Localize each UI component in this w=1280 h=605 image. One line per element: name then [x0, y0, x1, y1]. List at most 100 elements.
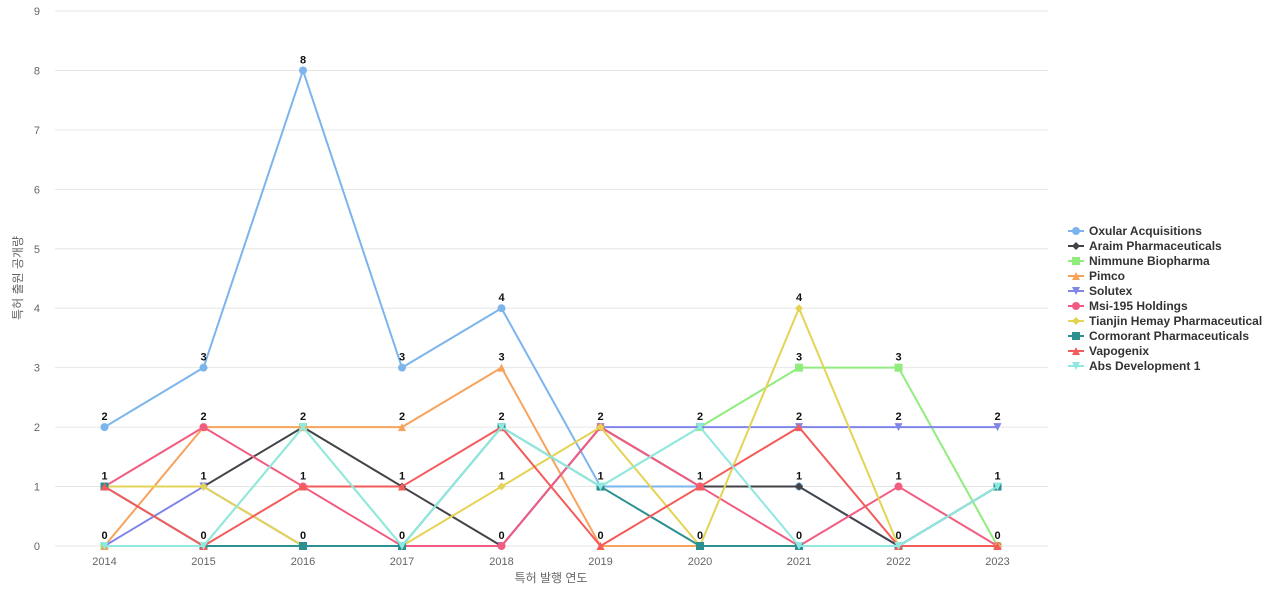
legend-item: Solutex	[1068, 284, 1133, 298]
legend-symbol	[1072, 257, 1080, 265]
data-point	[100, 423, 109, 432]
x-tick-label: 2023	[985, 556, 1009, 568]
series-8	[100, 423, 1002, 550]
data-point	[993, 423, 1002, 432]
data-label: 2	[597, 411, 603, 423]
data-label: 3	[200, 352, 206, 364]
data-point	[199, 363, 208, 372]
data-point	[696, 542, 704, 550]
data-point	[398, 482, 406, 491]
y-tick-label: 4	[34, 303, 40, 315]
x-tick-label: 2021	[787, 556, 811, 568]
y-tick-label: 1	[34, 482, 40, 494]
series-line	[103, 426, 998, 547]
data-point	[894, 363, 903, 372]
axis-layer: 특허 발행 연도 특허 출원 공개량	[11, 236, 587, 585]
data-point	[100, 542, 109, 550]
series-9	[100, 423, 1002, 550]
legend-label: Araim Pharmaceuticals	[1089, 239, 1222, 253]
legend-symbol	[1072, 227, 1080, 235]
legend-symbol	[1072, 287, 1080, 295]
data-point	[497, 482, 506, 491]
data-label: 2	[697, 411, 703, 423]
legend-item: Pimco	[1068, 269, 1125, 283]
y-tick-label: 5	[34, 244, 40, 256]
data-point	[795, 542, 803, 550]
data-label: 0	[498, 530, 504, 542]
data-label: 1	[101, 471, 107, 483]
data-label: 0	[994, 530, 1000, 542]
data-label: 1	[697, 471, 703, 483]
x-tick-label: 2018	[489, 556, 513, 568]
data-label: 3	[399, 352, 405, 364]
data-point	[596, 542, 605, 550]
data-point	[398, 423, 406, 432]
legend-item: Msi-195 Holdings	[1068, 299, 1188, 313]
data-label: 2	[796, 411, 802, 423]
data-point	[100, 482, 109, 491]
data-label: 1	[994, 471, 1000, 483]
data-point	[696, 482, 704, 491]
data-point	[497, 423, 506, 432]
y-tick-label: 2	[34, 422, 40, 434]
data-point	[696, 423, 704, 432]
data-label: 8	[300, 54, 306, 66]
series-layer	[100, 66, 1002, 550]
legend-item: Vapogenix	[1068, 344, 1149, 358]
data-point	[795, 304, 803, 313]
data-label: 0	[796, 530, 802, 542]
data-label: 3	[796, 352, 802, 364]
data-point	[398, 542, 406, 550]
data-point	[993, 542, 1002, 550]
data-point	[199, 423, 208, 432]
y-tick-label: 0	[34, 541, 40, 553]
data-label: 1	[597, 471, 603, 483]
data-label: 3	[498, 352, 504, 364]
legend-item: Tianjin Hemay Pharmaceutical	[1068, 314, 1262, 328]
y-tick-label: 6	[34, 184, 40, 196]
data-label: 0	[597, 530, 603, 542]
data-point	[795, 482, 803, 491]
legend-label: Oxular Acquisitions	[1089, 224, 1202, 238]
data-label: 2	[895, 411, 901, 423]
y-tick-label: 3	[34, 363, 40, 375]
data-point	[894, 542, 903, 550]
data-point	[993, 482, 1002, 491]
legend-label: Vapogenix	[1089, 344, 1149, 358]
legend-item: Abs Development 1	[1068, 359, 1201, 373]
data-point	[795, 423, 803, 432]
data-label-layer: 2 1 0 3 2 1 0 8 2 1 0 3 2 1 0 4 3 2 1 0 2 1 0 2 1 0 4 3 2 1 0 3 2 1 0 2 1 0	[101, 54, 1000, 542]
y-tick-label: 8	[34, 65, 40, 77]
data-point	[497, 304, 506, 313]
data-label: 0	[895, 530, 901, 542]
legend-symbol	[1072, 317, 1080, 325]
legend-label: Nimmune Biopharma	[1089, 254, 1210, 268]
x-tick-label: 2015	[191, 556, 215, 568]
data-point	[596, 423, 605, 432]
data-label: 1	[895, 471, 901, 483]
data-label: 3	[895, 352, 901, 364]
data-label: 2	[399, 411, 405, 423]
legend-item: Cormorant Pharmaceuticals	[1068, 329, 1249, 343]
data-label: 2	[300, 411, 306, 423]
data-label: 4	[498, 292, 505, 304]
legend-symbol	[1072, 302, 1080, 310]
legend-symbol	[1072, 362, 1080, 370]
legend-symbol	[1072, 272, 1080, 280]
data-label: 0	[697, 530, 703, 542]
series-line	[104, 426, 999, 547]
y-axis-title: 특허 출원 공개량	[11, 236, 25, 320]
data-point	[299, 423, 307, 432]
data-point	[497, 363, 506, 372]
data-label: 2	[994, 411, 1000, 423]
x-tick-label: 2017	[390, 556, 414, 568]
y-tick-label: 9	[34, 6, 40, 18]
x-tick-label: 2014	[92, 556, 116, 568]
data-point	[795, 363, 803, 372]
legend-label: Tianjin Hemay Pharmaceutical	[1089, 314, 1262, 328]
legend-label: Abs Development 1	[1089, 359, 1201, 373]
